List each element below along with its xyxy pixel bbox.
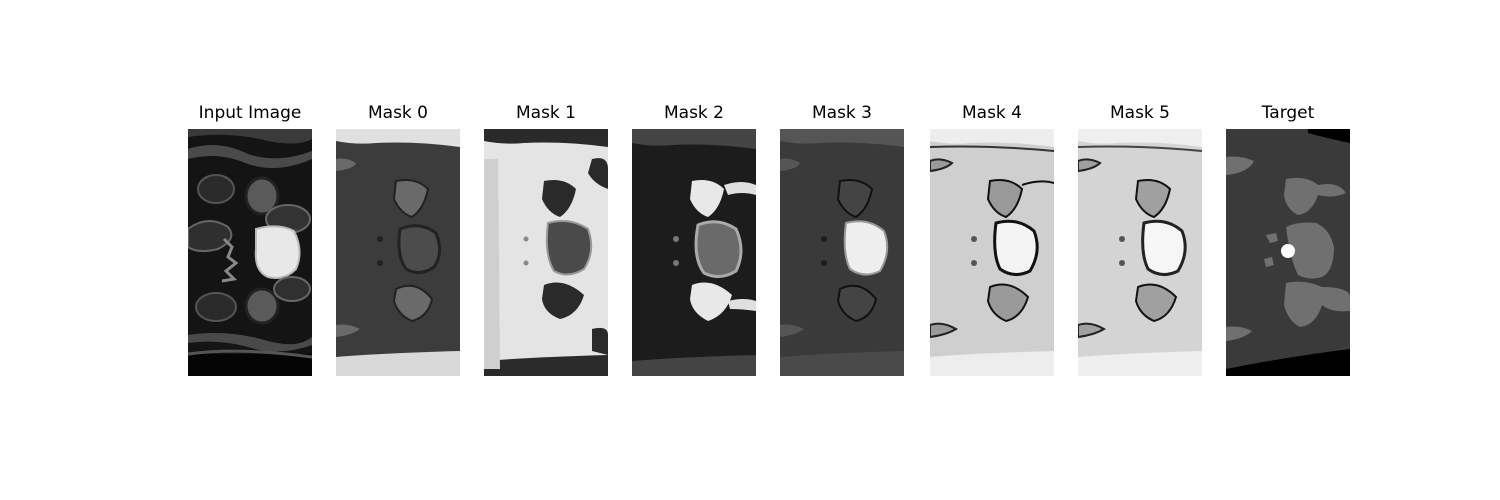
- panel-input-image: Input Image: [188, 100, 312, 378]
- panel-mask-3: Mask 3: [780, 100, 904, 378]
- target-segmentation-image: [1226, 129, 1350, 376]
- mask-0-image: [336, 129, 460, 376]
- panel-title: Mask 0: [367, 103, 428, 123]
- mask-3-image: [780, 129, 904, 376]
- panel-target: Target: [1226, 100, 1350, 378]
- panel-mask-1: Mask 1: [484, 100, 608, 378]
- panel-mask-5: Mask 5: [1078, 100, 1202, 378]
- panel-title: Mask 3: [811, 103, 872, 123]
- panel-title: Mask 2: [663, 103, 724, 123]
- mask-2-image: [632, 129, 756, 376]
- mask-5-image: [1078, 129, 1202, 376]
- panel-title: Mask 1: [515, 103, 576, 123]
- panel-title: Mask 4: [961, 103, 1022, 123]
- mask-1-image: [484, 129, 608, 376]
- panel-mask-4: Mask 4: [930, 100, 1054, 378]
- panel-title: Target: [1261, 103, 1315, 123]
- panel-title: Input Image: [198, 103, 302, 123]
- panel-mask-2: Mask 2: [632, 100, 756, 378]
- panel-mask-0: Mask 0: [336, 100, 460, 378]
- panel-title: Mask 5: [1109, 103, 1170, 123]
- mask-4-image: [930, 129, 1054, 376]
- input-mri-image: [188, 129, 312, 376]
